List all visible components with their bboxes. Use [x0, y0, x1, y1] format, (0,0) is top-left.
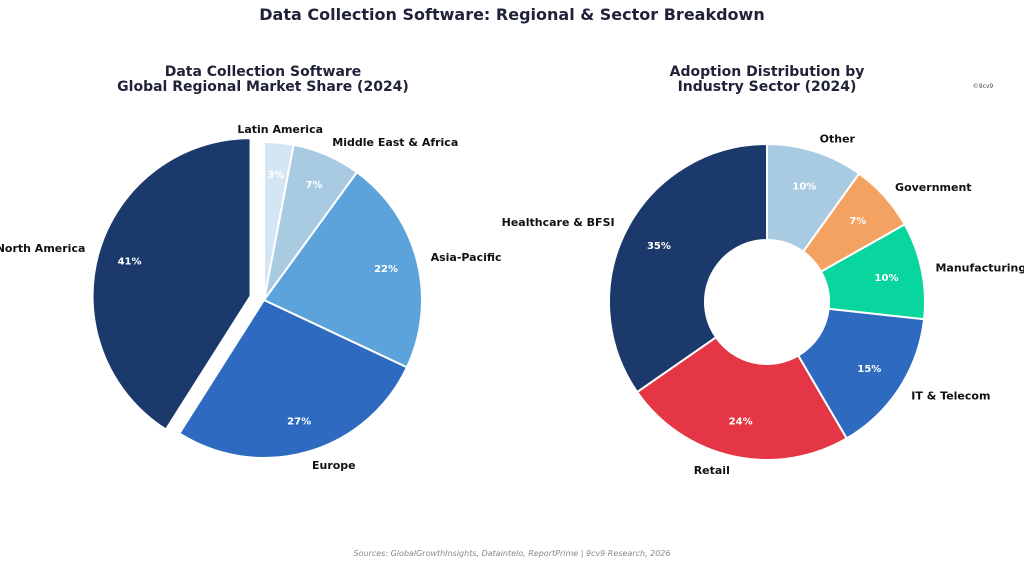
pie1-category-label-latin-america: Latin America — [237, 123, 323, 136]
pie2-pct-label-government: 7% — [849, 216, 866, 227]
pie2-slice-retail — [635, 335, 849, 461]
pie1-pct-label-latin-america: 3% — [267, 170, 284, 181]
pie1-title-line1: Data Collection Software — [165, 64, 362, 80]
pie2-category-label-healthcare-and-bfsi: Healthcare & BFSI — [502, 216, 615, 229]
pie2-pct-label-manufacturing: 10% — [875, 273, 899, 284]
pie1-pct-label-asia-pacific: 22% — [374, 264, 398, 275]
pie2-category-label-manufacturing: Manufacturing — [935, 261, 1024, 274]
pie1-category-label-asia-pacific: Asia-Pacific — [431, 251, 502, 264]
regional-pie-chart: Data Collection Software Global Regional… — [0, 64, 502, 472]
watermark-logo: ©9cv9 — [973, 83, 994, 90]
pie2-slice-it-and-telecom — [796, 307, 926, 440]
pie1-slice-europe — [177, 298, 409, 459]
pie2-pct-label-retail: 24% — [729, 417, 753, 428]
pie1-pct-label-middle-east-and-africa: 7% — [306, 180, 323, 191]
pie2-category-label-it-and-telecom: IT & Telecom — [911, 390, 990, 403]
pie1-slice-north-america — [91, 137, 252, 431]
pie1-title-line2: Global Regional Market Share (2024) — [117, 79, 409, 95]
pie2-pct-label-other: 10% — [792, 181, 816, 192]
pie1-pct-label-north-america: 41% — [118, 256, 142, 267]
chart-suptitle: Data Collection Software: Regional & Sec… — [259, 5, 764, 24]
source-note: Sources: GlobalGrowthInsights, Dataintel… — [354, 549, 671, 558]
pie2-title-line2: Industry Sector (2024) — [678, 79, 857, 95]
pie1-category-label-middle-east-and-africa: Middle East & Africa — [332, 136, 458, 149]
pie2-title-line1: Adoption Distribution by — [670, 64, 865, 80]
pie1-category-label-europe: Europe — [312, 459, 356, 472]
sector-donut-chart: Adoption Distribution by Industry Sector… — [502, 64, 1024, 477]
pie2-slice-healthcare-and-bfsi — [608, 142, 768, 394]
pie1-slice-asia-pacific — [262, 170, 423, 369]
pie1-pct-label-europe: 27% — [287, 416, 311, 427]
pie2-slice-other — [766, 142, 861, 254]
pie2-pct-label-it-and-telecom: 15% — [857, 364, 881, 375]
pie2-category-label-other: Other — [820, 132, 856, 145]
pie1-slice-latin-america — [263, 140, 295, 301]
pie2-category-label-retail: Retail — [694, 464, 730, 477]
pie2-pct-label-healthcare-and-bfsi: 35% — [647, 241, 671, 252]
pie2-category-label-government: Government — [895, 181, 971, 194]
pie1-category-label-north-america: North America — [0, 242, 85, 255]
